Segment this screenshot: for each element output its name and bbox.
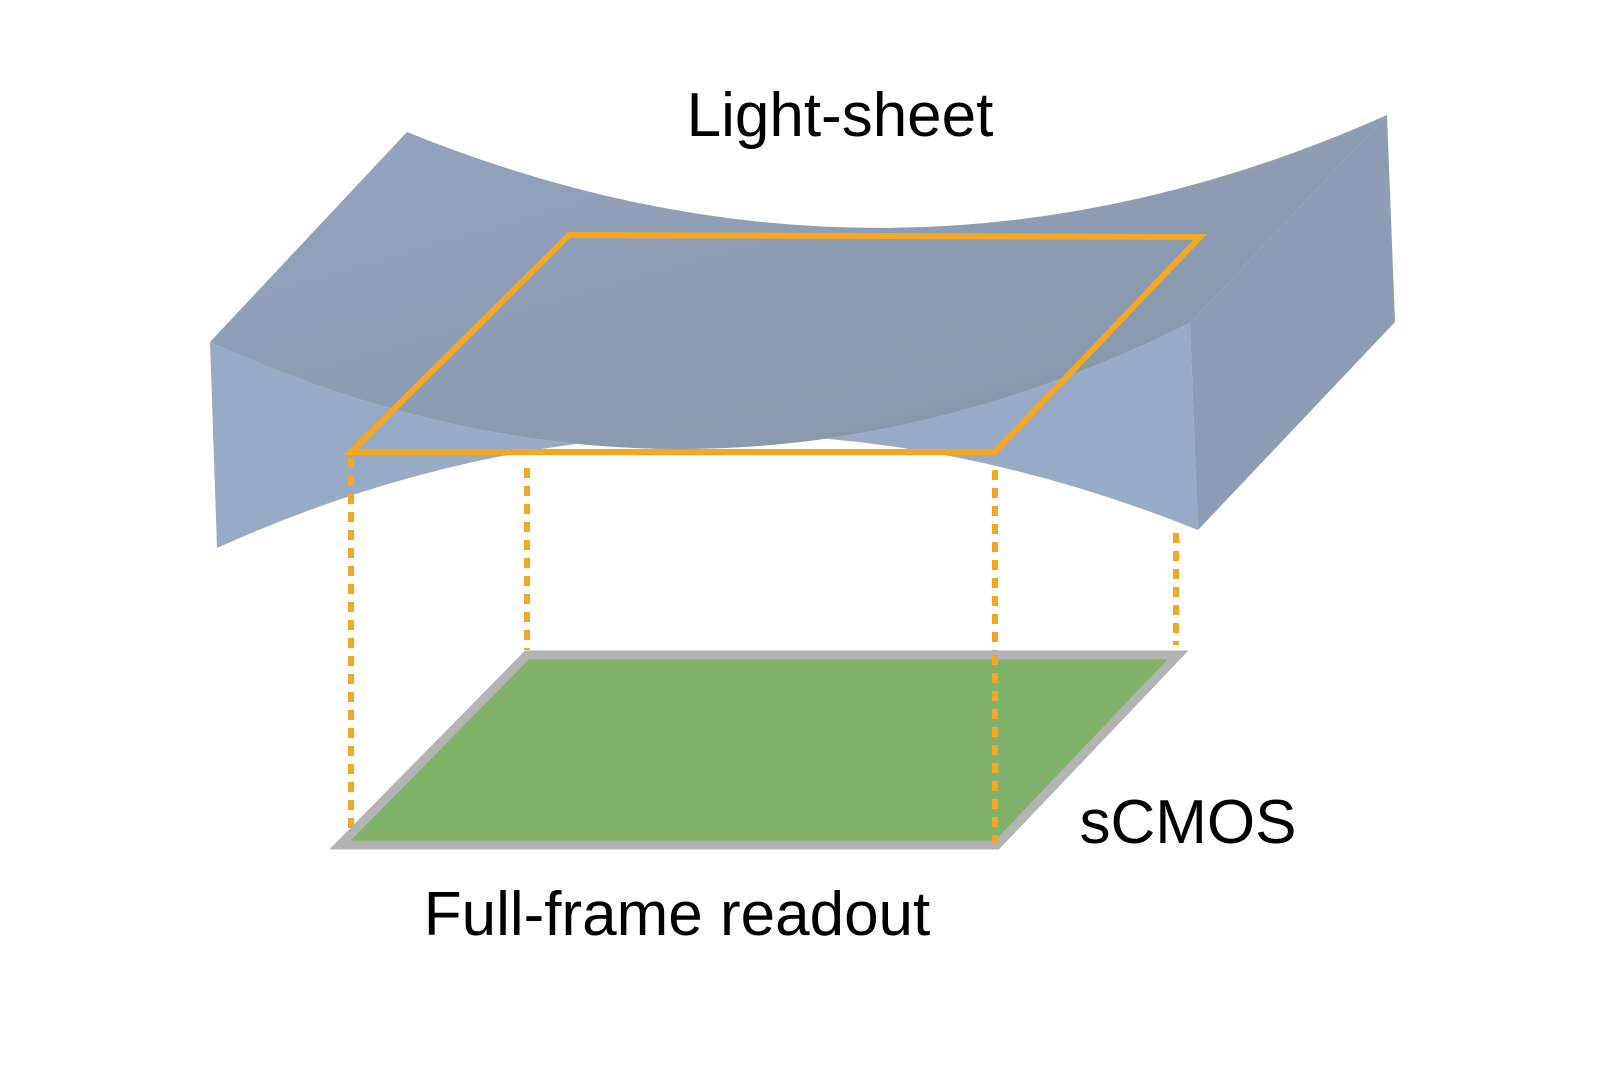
light-sheet-label: Light-sheet: [687, 81, 994, 150]
scmos-sensor: [329, 650, 1189, 850]
light-sheet-top-face: [210, 115, 1387, 449]
scmos-label: sCMOS: [1080, 788, 1297, 857]
light-sheet-side-face: [1190, 115, 1395, 530]
imaged-plane-outline: [343, 231, 1207, 455]
light-sheet-volume: [210, 115, 1395, 548]
readout-mode-label: Full-frame readout: [424, 880, 931, 949]
